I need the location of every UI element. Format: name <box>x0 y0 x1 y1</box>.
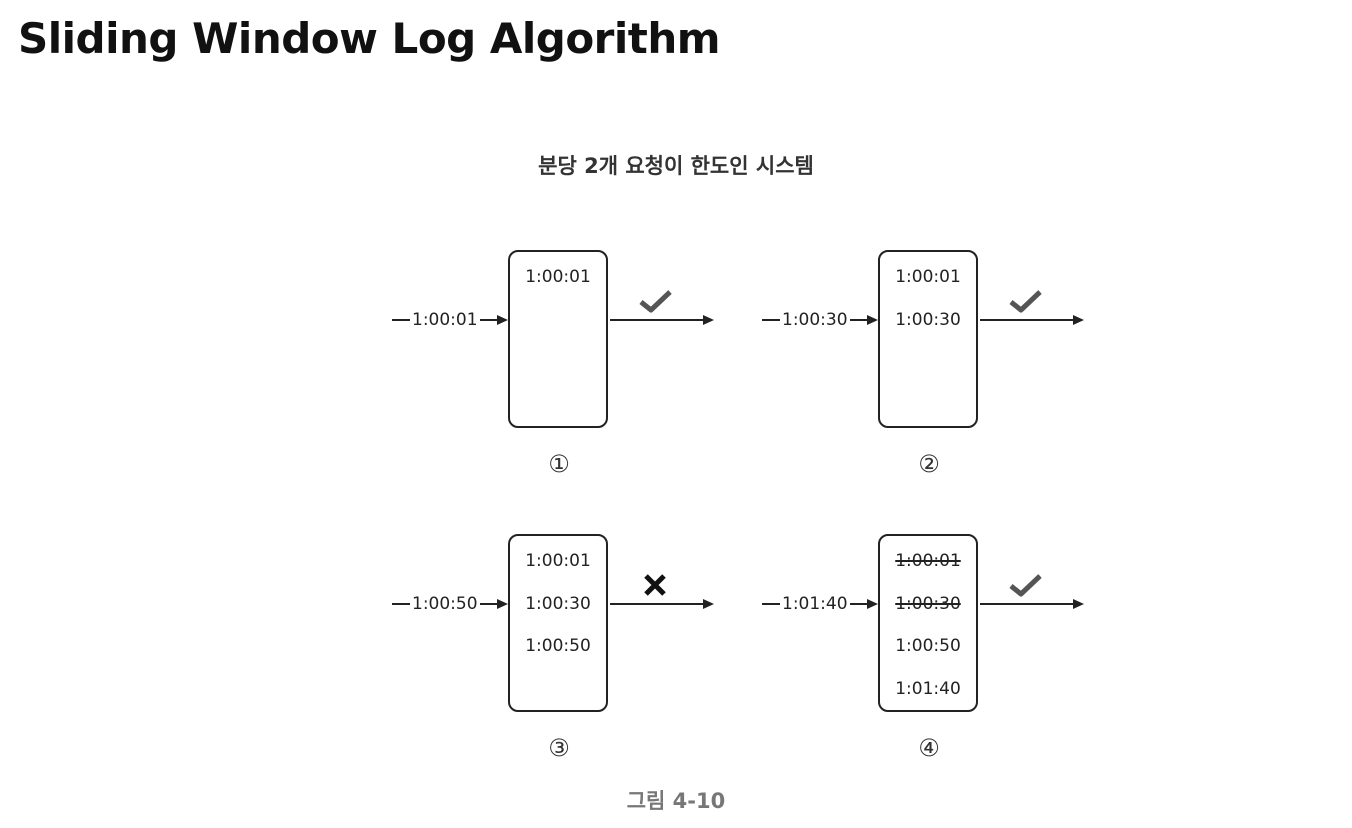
panel-step-3: 1:00:50 1:00:01 1:00:30 1:00:50 ③ <box>390 534 1090 774</box>
outgoing-arrow <box>980 315 1084 325</box>
log-entry: 1:00:01 <box>525 267 591 287</box>
log-entry: 1:00:01 <box>895 267 961 287</box>
panel-step-1: 1:00:01 1:00:01 ① <box>390 250 1090 490</box>
checkmark-icon <box>1009 574 1042 597</box>
log-entry-removed: 1:00:30 <box>895 594 961 614</box>
panel-step-2: 1:00:30 1:00:01 1:00:30 ② <box>760 250 1352 490</box>
incoming-request-time: 1:00:01 <box>410 310 480 330</box>
x-mark-icon <box>644 574 666 596</box>
outgoing-arrow <box>610 599 714 609</box>
step-number: ② <box>918 450 940 478</box>
request-log-box: 1:00:01 1:00:30 <box>878 250 978 428</box>
incoming-request-time: 1:00:50 <box>410 594 480 614</box>
log-entry-removed: 1:00:01 <box>895 551 961 571</box>
outgoing-arrow <box>980 599 1084 609</box>
figure-caption: 그림 4-10 <box>626 789 726 813</box>
incoming-request-time: 1:00:30 <box>780 310 850 330</box>
request-log-box: 1:00:01 1:00:30 1:00:50 <box>508 534 608 712</box>
step-number: ① <box>548 450 570 478</box>
diagram-heading: 분당 2개 요청이 한도인 시스템 <box>538 154 814 178</box>
log-entry: 1:00:50 <box>895 636 961 656</box>
request-log-box: 1:00:01 1:00:30 1:00:50 1:01:40 <box>878 534 978 712</box>
log-entry: 1:00:50 <box>525 636 591 656</box>
log-entry: 1:01:40 <box>895 679 961 699</box>
checkmark-icon <box>1009 290 1042 313</box>
step-number: ④ <box>918 734 940 762</box>
outgoing-arrow <box>610 315 714 325</box>
log-entry: 1:00:30 <box>895 310 961 330</box>
panel-step-4: 1:01:40 1:00:01 1:00:30 1:00:50 1:01:40 ④ <box>760 534 1352 774</box>
incoming-request-time: 1:01:40 <box>780 594 850 614</box>
log-entry: 1:00:01 <box>525 551 591 571</box>
page-title: Sliding Window Log Algorithm <box>18 14 721 63</box>
log-entry: 1:00:30 <box>525 594 591 614</box>
request-log-box: 1:00:01 <box>508 250 608 428</box>
step-number: ③ <box>548 734 570 762</box>
checkmark-icon <box>639 290 672 313</box>
